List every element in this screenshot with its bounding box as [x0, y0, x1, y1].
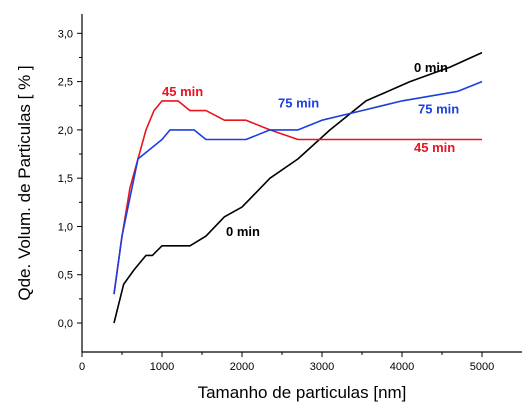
y-tick-label: 2,0: [58, 125, 73, 137]
x-tick-label: 5000: [470, 361, 494, 373]
y-axis-title: Qde. Volum. de Particulas [ % ]: [15, 65, 34, 300]
y-tick-label: 1,0: [58, 221, 73, 233]
series-annotation: 75 min: [418, 101, 459, 116]
x-axis-ticks: 0 1000 2000 3000 4000 5000: [79, 352, 494, 373]
series-lines: [113, 51, 483, 324]
x-tick-label: 1000: [150, 361, 174, 373]
series-annotation: 0 min: [226, 224, 260, 239]
series-line-0: [113, 51, 483, 324]
x-tick-label: 2000: [230, 361, 254, 373]
y-tick-label: 0,5: [58, 270, 73, 282]
series-annotation: 75 min: [278, 96, 319, 111]
y-axis-ticks: 0,0 0,5 1,0 1,5 2,0 2,5 3,0: [58, 28, 82, 330]
y-tick-label: 2,5: [58, 77, 73, 89]
plot-frame: [81, 14, 522, 353]
series-annotation: 45 min: [414, 140, 455, 155]
x-tick-label: 4000: [390, 361, 414, 373]
series-line-2: [113, 80, 483, 295]
series-line-1: [113, 100, 482, 295]
y-tick-label: 3,0: [58, 28, 73, 40]
y-tick-label: 0,0: [58, 318, 73, 330]
series-annotation: 45 min: [162, 84, 203, 99]
series-annotations: 0 min 0 min 45 min 45 min 75 min 75 min: [162, 60, 459, 239]
x-tick-label: 0: [79, 361, 85, 373]
x-axis-title: Tamanho de particulas [nm]: [198, 383, 407, 402]
y-tick-label: 1,5: [58, 173, 73, 185]
series-annotation: 0 min: [414, 60, 448, 75]
x-tick-label: 3000: [310, 361, 334, 373]
